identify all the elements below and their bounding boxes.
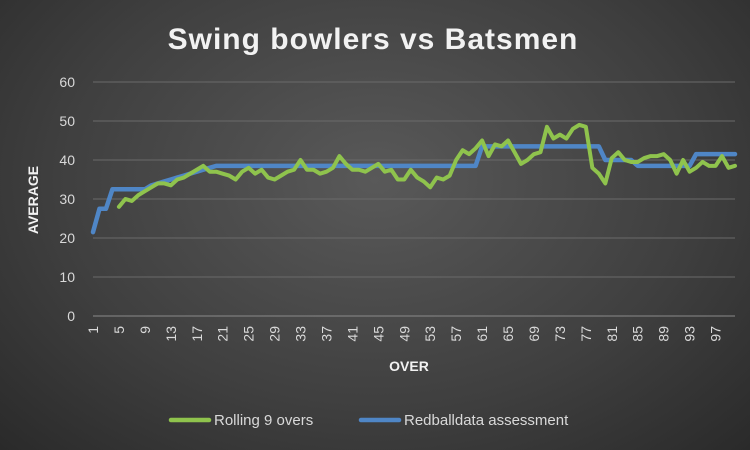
x-tick-label: 37: [318, 326, 334, 342]
x-tick-label: 65: [500, 326, 516, 342]
y-tick-label: 50: [59, 113, 75, 129]
x-tick-label: 41: [344, 326, 360, 342]
y-axis-ticks: 0 10 20 30 40 50 60: [59, 74, 75, 324]
legend-label: Redballdata assessment: [404, 412, 569, 429]
x-tick-label: 29: [267, 326, 283, 342]
legend-label: Rolling 9 overs: [214, 412, 313, 429]
x-tick-label: 25: [241, 326, 257, 342]
x-tick-label: 9: [137, 326, 153, 334]
x-axis-title: OVER: [389, 358, 429, 374]
x-tick-label: 13: [163, 326, 179, 342]
y-tick-label: 30: [59, 191, 75, 207]
y-axis-title: AVERAGE: [25, 166, 41, 234]
x-tick-label: 17: [189, 326, 205, 342]
x-tick-label: 97: [708, 326, 724, 342]
legend: Rolling 9 overs Redballdata assessment: [168, 412, 569, 429]
x-tick-label: 89: [656, 326, 672, 342]
x-tick-label: 69: [526, 326, 542, 342]
x-tick-label: 73: [552, 326, 568, 342]
x-tick-label: 81: [604, 326, 620, 342]
series-lines: [90, 122, 738, 235]
x-tick-label: 53: [422, 326, 438, 342]
x-axis-ticks: 1 5 9 13 17 21 25 29 33 37 41 45 49 53 57 61 65 69 73 77 81 8…: [85, 326, 724, 342]
x-tick-label: 85: [630, 326, 646, 342]
x-tick-label: 77: [578, 326, 594, 342]
x-tick-label: 45: [370, 326, 386, 342]
y-tick-label: 60: [59, 74, 75, 90]
x-tick-label: 49: [396, 326, 412, 342]
y-tick-label: 10: [59, 269, 75, 285]
y-tick-label: 40: [59, 152, 75, 168]
x-tick-label: 61: [474, 326, 490, 342]
chart-title: Swing bowlers vs Batsmen: [168, 23, 579, 56]
x-tick-label: 1: [85, 326, 101, 334]
x-tick-label: 5: [111, 326, 127, 334]
y-tick-label: 0: [67, 308, 75, 324]
x-tick-label: 57: [448, 326, 464, 342]
series-line-0: [116, 122, 737, 209]
gridlines: [93, 81, 735, 278]
x-tick-label: 93: [682, 326, 698, 342]
x-tick-label: 21: [215, 326, 231, 342]
x-tick-label: 33: [293, 326, 309, 342]
y-tick-label: 20: [59, 230, 75, 246]
